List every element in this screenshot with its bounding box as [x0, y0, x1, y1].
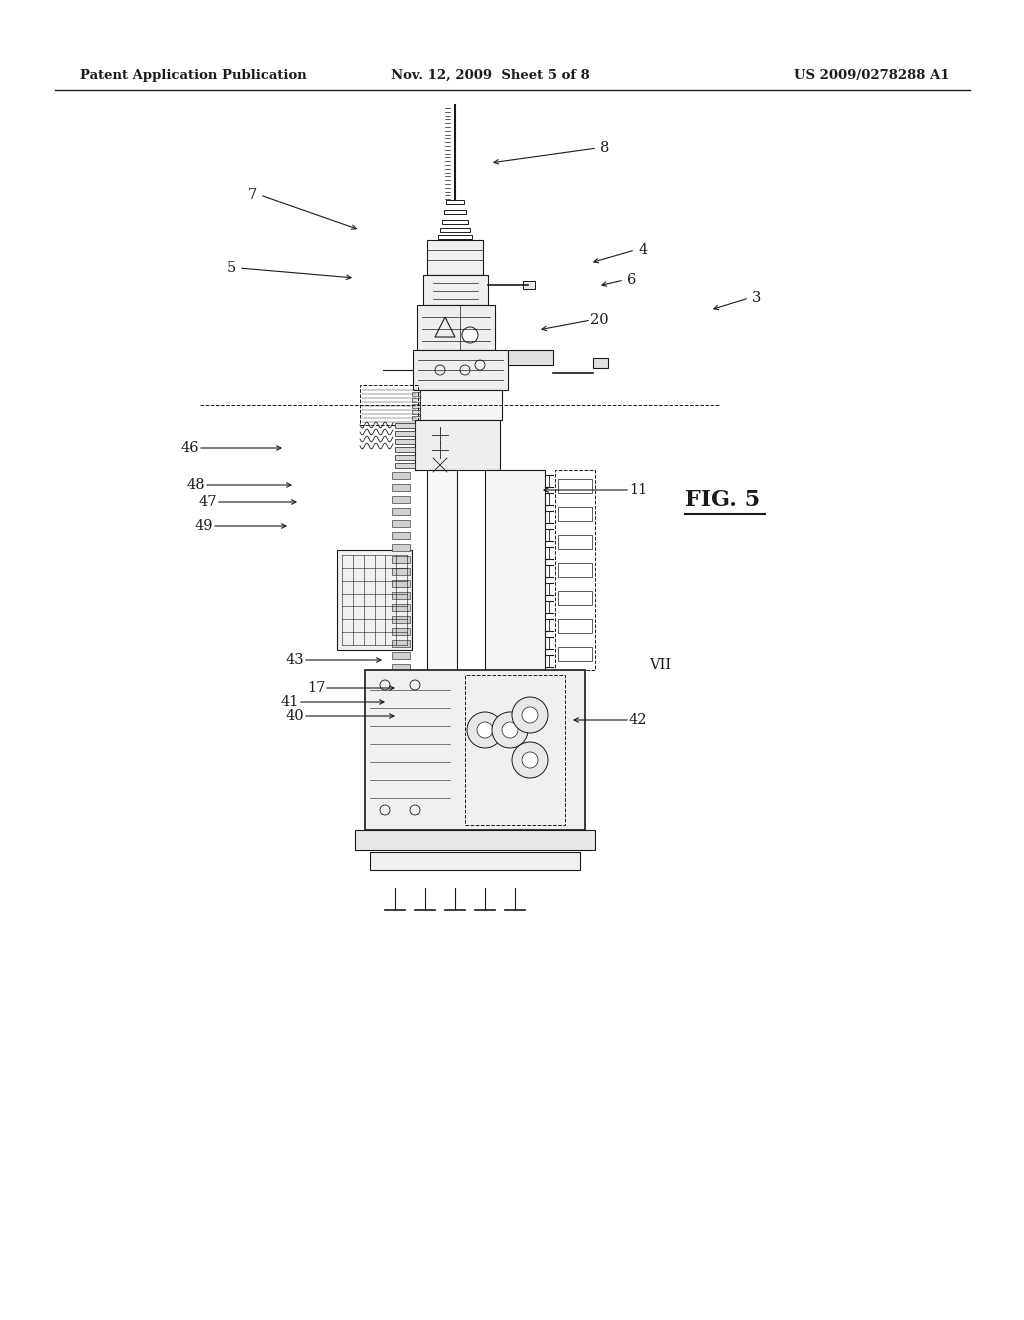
Bar	[593, 358, 608, 368]
Bar	[427, 240, 483, 275]
Bar	[395, 463, 415, 469]
Bar	[440, 228, 470, 232]
Text: US 2009/0278288 A1: US 2009/0278288 A1	[795, 69, 950, 82]
Bar	[392, 628, 410, 635]
Text: 20: 20	[590, 313, 608, 327]
Bar	[370, 851, 580, 870]
Bar	[442, 220, 468, 224]
Bar	[365, 671, 585, 830]
Bar	[558, 619, 592, 634]
Text: 46: 46	[180, 441, 200, 455]
Bar	[412, 411, 420, 414]
Bar	[395, 432, 415, 436]
Bar	[360, 385, 418, 425]
Circle shape	[522, 752, 538, 768]
Bar	[508, 350, 553, 366]
Bar	[392, 508, 410, 515]
Bar	[485, 470, 545, 671]
Bar	[558, 647, 592, 661]
Bar	[558, 507, 592, 521]
Bar	[395, 455, 415, 459]
Circle shape	[502, 722, 518, 738]
Circle shape	[492, 711, 528, 748]
Bar	[337, 550, 412, 649]
Text: FIG. 5: FIG. 5	[685, 488, 760, 511]
Bar	[395, 447, 415, 451]
Bar	[412, 392, 420, 396]
Bar	[415, 420, 500, 470]
Bar	[523, 281, 535, 289]
Bar	[392, 579, 410, 587]
Bar	[395, 422, 415, 428]
Bar	[413, 350, 508, 389]
Bar	[392, 556, 410, 564]
Bar	[558, 535, 592, 549]
Bar	[558, 479, 592, 492]
Bar	[392, 484, 410, 491]
Text: 7: 7	[248, 187, 257, 202]
Circle shape	[512, 697, 548, 733]
Text: 3: 3	[753, 290, 762, 305]
Text: VII: VII	[649, 657, 671, 672]
Bar	[392, 520, 410, 527]
Bar	[412, 404, 420, 408]
Bar	[392, 532, 410, 539]
Circle shape	[462, 327, 478, 343]
Bar	[427, 470, 457, 671]
Text: 41: 41	[281, 696, 299, 709]
Text: 49: 49	[195, 519, 213, 533]
Bar	[438, 235, 472, 239]
Bar	[392, 568, 410, 576]
Bar	[465, 675, 565, 825]
Text: 42: 42	[629, 713, 647, 727]
Circle shape	[467, 711, 503, 748]
Bar	[395, 440, 415, 444]
Text: 8: 8	[600, 141, 609, 154]
Bar	[412, 416, 420, 420]
Bar	[392, 544, 410, 550]
Text: 47: 47	[199, 495, 217, 510]
Bar	[412, 399, 420, 403]
Text: 6: 6	[628, 273, 637, 286]
Bar	[423, 275, 488, 305]
Circle shape	[477, 722, 493, 738]
Text: 17: 17	[307, 681, 326, 696]
Text: 40: 40	[286, 709, 304, 723]
Bar	[392, 591, 410, 599]
Bar	[558, 591, 592, 605]
Text: 11: 11	[629, 483, 647, 498]
Text: 4: 4	[638, 243, 647, 257]
Bar	[392, 640, 410, 647]
Text: Patent Application Publication: Patent Application Publication	[80, 69, 307, 82]
Text: Nov. 12, 2009  Sheet 5 of 8: Nov. 12, 2009 Sheet 5 of 8	[390, 69, 590, 82]
Bar	[392, 616, 410, 623]
Bar	[558, 564, 592, 577]
Bar	[392, 605, 410, 611]
Bar	[444, 210, 466, 214]
Bar	[392, 473, 410, 479]
Text: 43: 43	[286, 653, 304, 667]
Text: 5: 5	[226, 261, 236, 275]
Bar	[420, 389, 502, 420]
Bar	[417, 305, 495, 350]
Bar	[446, 201, 464, 205]
Bar	[392, 652, 410, 659]
Bar	[392, 664, 410, 671]
Circle shape	[522, 708, 538, 723]
Bar	[392, 496, 410, 503]
Bar	[355, 830, 595, 850]
Bar	[555, 470, 595, 671]
Text: 48: 48	[186, 478, 206, 492]
Circle shape	[512, 742, 548, 777]
